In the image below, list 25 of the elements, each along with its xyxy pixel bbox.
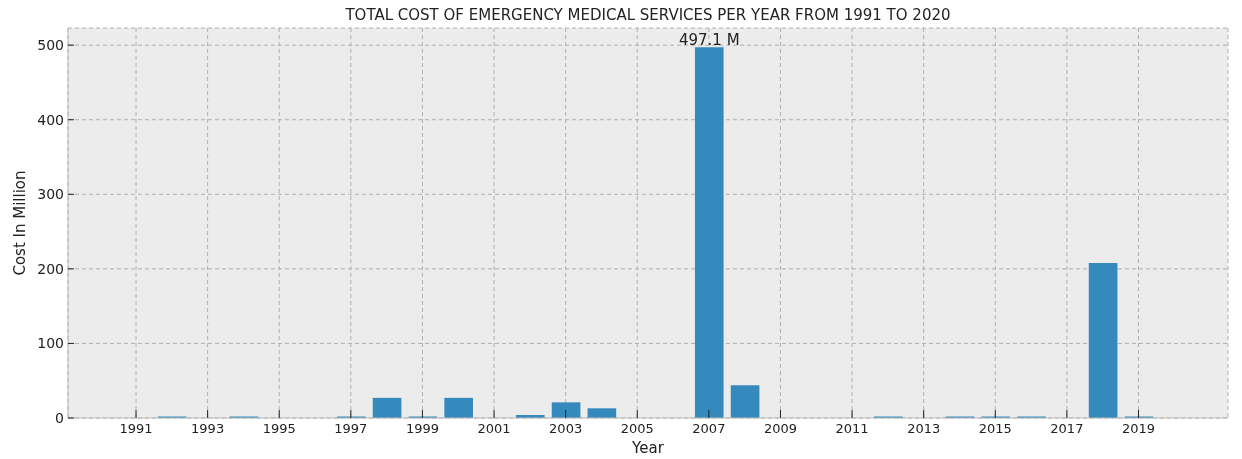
x-tick-label: 2013 [907,421,941,437]
y-tick-label: 500 [37,37,64,54]
x-tick-label: 1997 [334,421,368,437]
x-tick-label: 2019 [1121,421,1156,437]
y-axis-title: Cost In Million [11,170,29,276]
chart-title: TOTAL COST OF EMERGENCY MEDICAL SERVICES PER YEAR FROM 1991 TO 2020 [344,6,952,24]
y-tick-label: 0 [55,409,64,426]
x-tick-label: 2007 [692,421,726,437]
x-tick-label: 2011 [835,421,869,437]
data-label: 497.1 M [678,31,740,50]
x-tick-label: 2001 [477,421,511,437]
y-tick-label: 100 [37,335,64,352]
y-tick-label: 200 [37,260,64,277]
x-tick-label: 2005 [620,421,654,437]
x-tick-label: 2015 [978,421,1012,437]
x-tick-label: 2017 [1050,421,1084,437]
x-tick-label: 2003 [549,421,583,437]
y-tick-label: 300 [37,186,64,203]
x-tick-label: 1995 [262,421,296,437]
x-tick-label: 1991 [119,421,153,437]
x-axis-title: Year [631,439,665,457]
x-tick-label: 2009 [763,421,798,437]
x-tick-label: 1999 [405,421,439,437]
y-tick-label: 400 [37,111,64,128]
x-tick-label: 1993 [191,421,225,437]
